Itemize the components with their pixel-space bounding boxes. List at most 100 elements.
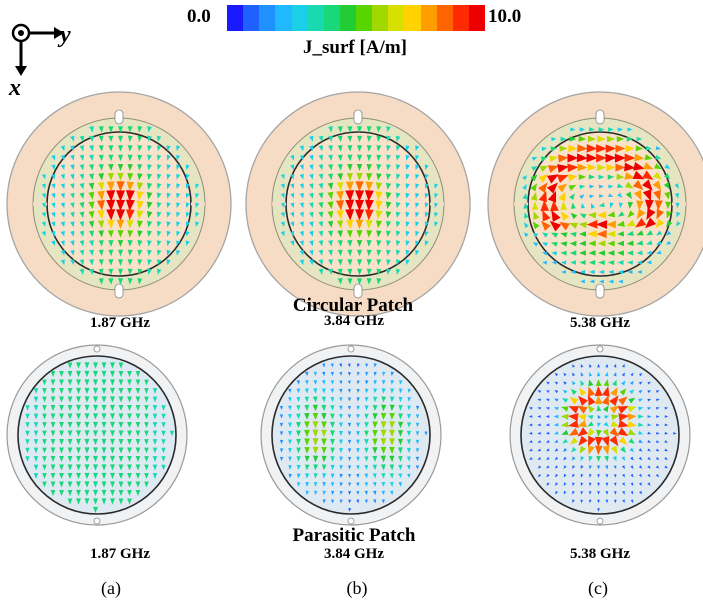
current-arrow	[339, 473, 343, 479]
current-arrow	[415, 173, 420, 180]
current-arrow	[336, 181, 344, 191]
current-arrow	[540, 200, 550, 212]
current-arrow	[386, 164, 391, 171]
current-arrow	[598, 174, 605, 180]
current-arrow	[166, 183, 171, 190]
current-arrow	[395, 154, 401, 161]
current-arrow	[570, 269, 576, 274]
current-arrow	[373, 363, 377, 368]
current-arrow	[185, 211, 190, 218]
current-arrow	[136, 182, 144, 191]
current-arrow	[337, 249, 343, 257]
current-arrow	[647, 381, 651, 385]
x-axis-label: x	[9, 75, 21, 101]
current-arrow	[161, 439, 166, 445]
current-arrow	[347, 249, 353, 257]
current-arrow	[380, 429, 387, 438]
current-arrow	[563, 473, 567, 478]
current-arrow	[147, 259, 152, 266]
current-arrow	[42, 430, 47, 437]
current-arrow	[597, 414, 601, 420]
current-arrow	[664, 415, 669, 418]
current-arrow	[545, 390, 550, 394]
current-arrow	[318, 249, 324, 256]
current-arrow	[314, 490, 318, 496]
current-arrow	[93, 396, 98, 403]
current-arrow	[537, 431, 541, 435]
current-arrow	[318, 240, 324, 247]
current-arrow	[296, 430, 301, 437]
current-arrow	[127, 447, 132, 454]
current-arrow	[542, 251, 548, 256]
colorbar-swatch	[227, 5, 244, 31]
current-arrow	[373, 388, 378, 394]
current-arrow	[98, 268, 104, 276]
current-arrow	[556, 174, 569, 183]
current-arrow	[321, 380, 326, 385]
current-arrow	[299, 202, 304, 209]
current-arrow	[596, 429, 602, 437]
current-arrow	[60, 164, 65, 171]
current-arrow	[398, 396, 403, 403]
current-arrow	[554, 372, 559, 377]
current-arrow	[347, 371, 351, 376]
current-arrow	[598, 259, 605, 266]
current-arrow	[395, 259, 401, 266]
current-arrow	[117, 240, 124, 247]
current-arrow	[60, 154, 65, 161]
current-arrow	[545, 406, 550, 410]
current-arrow	[588, 363, 592, 368]
current-arrow	[347, 448, 352, 453]
current-arrow	[613, 372, 617, 377]
current-arrow	[590, 202, 596, 209]
current-arrow	[290, 192, 295, 199]
current-arrow	[588, 491, 592, 495]
current-arrow	[580, 465, 584, 470]
current-arrow	[399, 380, 403, 385]
current-arrow	[602, 386, 610, 397]
current-arrow	[381, 379, 386, 385]
current-arrow	[110, 387, 115, 395]
current-arrow	[554, 473, 559, 478]
current-arrow	[561, 270, 566, 274]
current-arrow	[579, 194, 585, 200]
current-arrow	[554, 398, 559, 402]
current-arrow	[609, 202, 614, 209]
current-arrow	[118, 455, 124, 463]
current-arrow	[608, 127, 614, 132]
current-arrow	[665, 201, 672, 210]
current-arrow	[613, 363, 617, 368]
current-arrow	[597, 363, 600, 368]
current-arrow	[364, 473, 369, 479]
current-arrow	[606, 230, 616, 238]
current-arrow	[617, 250, 624, 256]
current-arrow	[101, 404, 107, 412]
current-arrow	[280, 230, 285, 237]
current-arrow	[586, 220, 598, 229]
current-arrow	[537, 398, 542, 402]
current-arrow	[152, 439, 158, 445]
current-arrow	[156, 135, 162, 142]
current-arrow	[152, 422, 158, 428]
current-arrow	[622, 482, 625, 487]
current-arrow	[79, 230, 85, 237]
current-arrow	[602, 428, 609, 437]
current-arrow	[424, 164, 429, 170]
current-arrow	[117, 259, 124, 266]
current-arrow	[313, 473, 318, 479]
current-arrow	[537, 440, 542, 443]
current-arrow	[347, 163, 353, 171]
current-arrow	[617, 231, 624, 237]
current-arrow	[135, 396, 141, 403]
current-arrow	[127, 230, 134, 238]
current-arrow	[327, 210, 334, 219]
current-arrow	[304, 455, 310, 463]
current-arrow	[76, 379, 81, 386]
current-arrow	[375, 220, 382, 229]
current-arrow	[117, 135, 124, 143]
current-arrow	[309, 135, 314, 142]
current-arrow	[577, 413, 587, 421]
current-arrow	[299, 230, 304, 237]
current-arrow	[330, 456, 335, 462]
colorbar-min-label: 0.0	[187, 6, 211, 27]
